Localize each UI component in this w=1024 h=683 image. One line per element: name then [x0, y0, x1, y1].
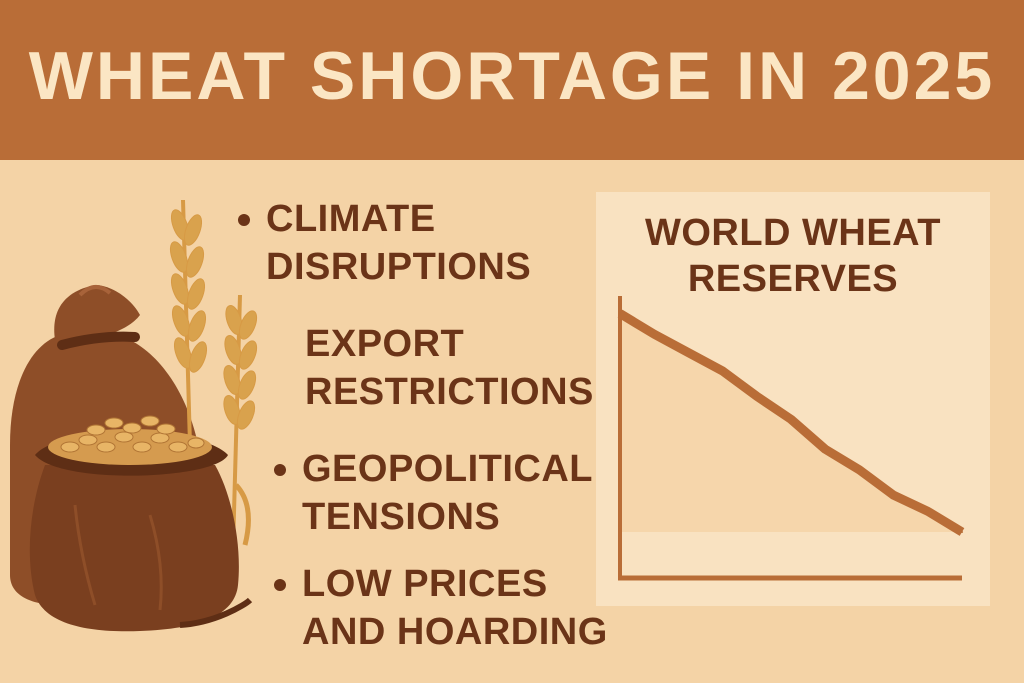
bullet-geopolitical-tensions: GEOPOLITICAL TENSIONS [274, 445, 593, 541]
chart-data-point [721, 370, 724, 372]
bullet-line: AND HOARDING [302, 611, 608, 653]
bullet-climate-disruptions: CLIMATE DISRUPTIONS [238, 195, 532, 291]
grain-sack-icon [10, 199, 258, 632]
chart-title-line: WORLD WHEAT [644, 212, 942, 254]
wheat-stalk-icon [169, 199, 208, 446]
bullet-export-restrictions: EXPORT RESTRICTIONS [305, 320, 594, 416]
chart-data-point [790, 418, 792, 421]
bullet-dot-icon [274, 464, 286, 476]
chart-data-point [755, 395, 758, 398]
chart-data-point [858, 468, 861, 471]
bullet-line: RESTRICTIONS [305, 371, 594, 413]
chart-panel: WORLD WHEAT RESERVES [596, 192, 990, 606]
chart-data-point [892, 494, 895, 497]
chart-data-point [653, 333, 656, 336]
bullet-line: DISRUPTIONS [266, 246, 532, 288]
bullet-dot-icon [238, 214, 250, 226]
reserves-chart [617, 296, 965, 581]
bullet-low-prices-hoarding: LOW PRICES AND HOARDING [274, 560, 608, 656]
bullet-line: CLIMATE [266, 198, 436, 240]
chart-data-point [961, 531, 963, 533]
bullet-line: GEOPOLITICAL [302, 448, 593, 490]
chart-data-point [926, 510, 929, 513]
bullet-dot-icon [274, 579, 286, 591]
chart-data-point [687, 351, 690, 354]
chart-title-line: RESERVES [687, 258, 899, 300]
header-banner [0, 0, 1024, 160]
chart-data-point [824, 448, 827, 451]
bullet-line: TENSIONS [302, 496, 501, 538]
page-title: WHEAT SHORTAGE IN 2025 [28, 38, 996, 114]
front-sack-icon [29, 415, 253, 632]
bullet-line: EXPORT [305, 323, 465, 365]
chart-data-point [619, 312, 621, 315]
bullet-line: LOW PRICES [302, 563, 548, 605]
chart-title: WORLD WHEAT RESERVES [596, 210, 990, 302]
